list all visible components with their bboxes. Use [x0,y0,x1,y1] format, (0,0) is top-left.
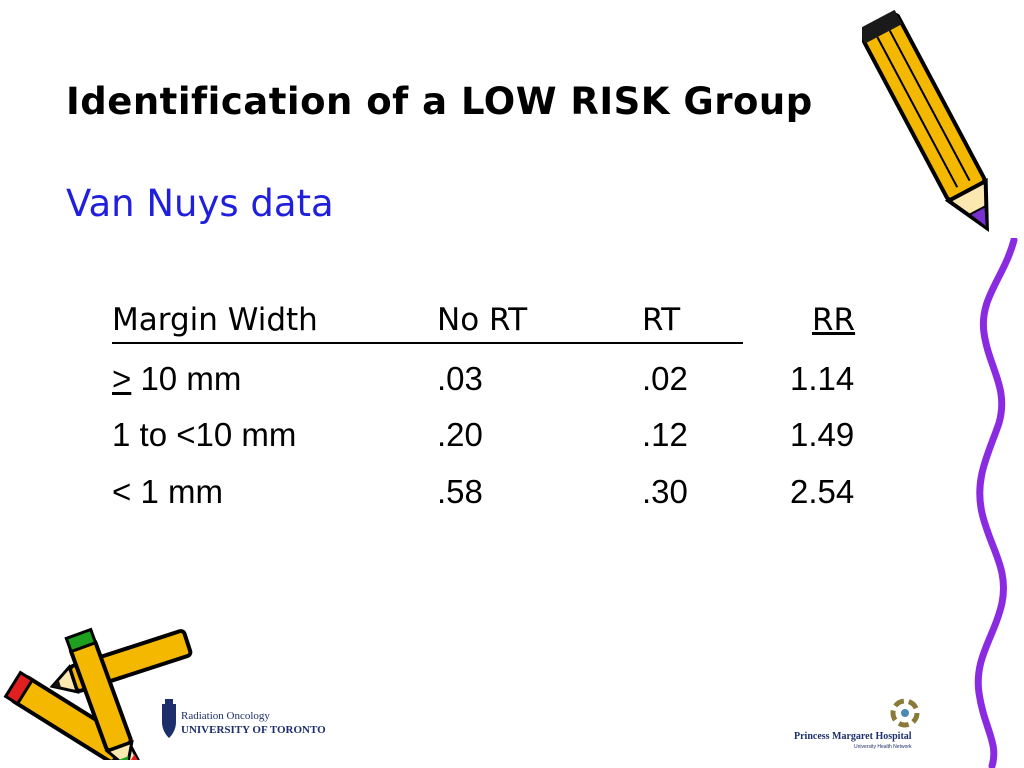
crossed-pencils-icon [3,627,193,760]
row-1-symbol: > [112,360,132,397]
header-no-rt: No RT [437,302,528,338]
slide-subtitle: Van Nuys data [66,182,334,225]
row-3-rr: 2.54 [790,473,855,510]
pmh-logo-line2: University Health Network [854,744,912,750]
header-rr: RR [812,302,856,338]
pmh-logo: Princess Margaret Hospital University He… [792,696,922,754]
row-2-rr: 1.49 [790,416,855,453]
header-rt: RT [642,302,681,338]
pencil-icon [862,9,989,233]
pmh-emblem-icon [890,698,920,728]
row-1-margin: > 10 mm [112,360,241,398]
crest-icon [162,699,176,738]
row-2-rt: .12 [642,416,688,453]
row-2-margin: 1 to <10 mm [112,416,297,453]
uoft-logo-line1: Radiation Oncology [181,710,270,722]
row-1-no-rt: .03 [437,360,483,397]
row-3-no-rt: .58 [437,473,483,510]
header-margin-width: Margin Width [112,302,318,338]
header-underline [112,342,743,344]
row-1-rt: .02 [642,360,688,397]
row-3-margin: < 1 mm [112,473,223,510]
row-2-no-rt: .20 [437,416,483,453]
uoft-logo-line2: UNIVERSITY OF TORONTO [181,724,326,736]
row-1-margin-text: 10 mm [131,360,242,397]
squiggle-decoration [974,238,1018,768]
slide-title: Identification of a LOW RISK Group [66,80,813,123]
pmh-logo-line1: Princess Margaret Hospital [794,731,912,742]
row-3-rt: .30 [642,473,688,510]
row-1-rr: 1.14 [790,360,855,397]
uoft-logo: Radiation Oncology UNIVERSITY OF TORONTO [160,698,340,744]
